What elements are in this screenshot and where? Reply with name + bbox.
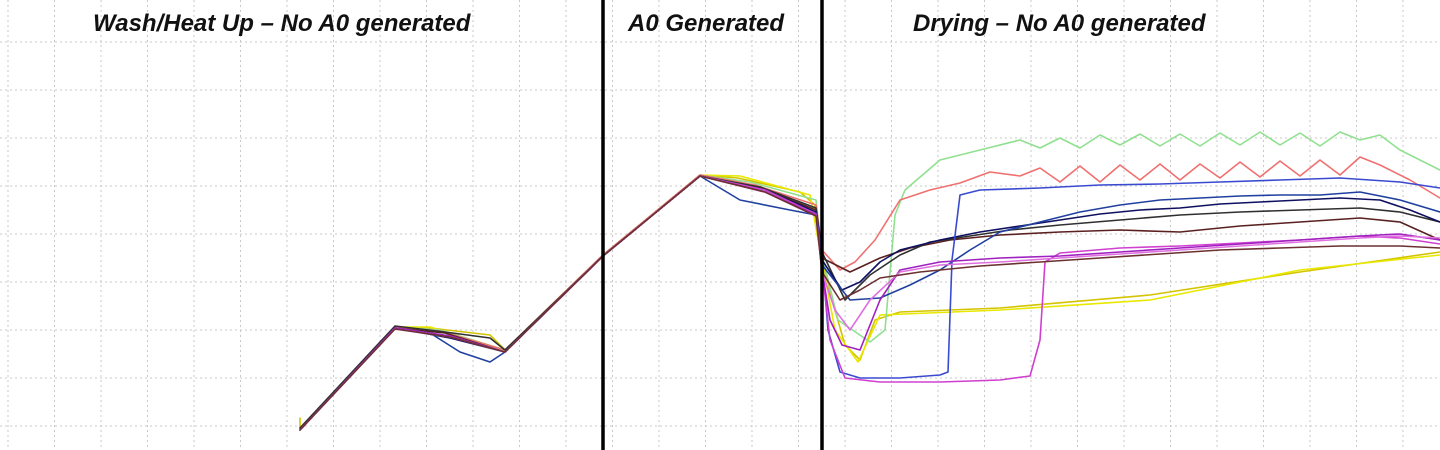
series-line-11 (299, 175, 1440, 431)
phase-label-3: Drying – No A0 generated (913, 10, 1207, 37)
phase-dividers (601, 0, 824, 450)
series-line-13 (299, 175, 1440, 431)
series-line-4 (299, 156, 1440, 429)
phase-label-2: A0 Generated (627, 10, 785, 37)
series-line-12 (299, 175, 1440, 431)
series-layer (299, 131, 1440, 431)
series-line-7 (299, 175, 1440, 431)
phase-label-1: Wash/Heat Up – No A0 generated (93, 10, 472, 37)
series-line-5 (299, 175, 1440, 431)
series-line-1 (299, 174, 1440, 429)
series-line-9 (299, 175, 1440, 431)
phase-labels: Wash/Heat Up – No A0 generated A0 Generat… (93, 10, 1207, 37)
series-line-2 (299, 174, 1440, 429)
series-line-6 (299, 175, 1440, 429)
series-line-3 (299, 131, 1440, 429)
series-line-8 (299, 175, 1440, 431)
series-line-10 (299, 175, 1440, 431)
